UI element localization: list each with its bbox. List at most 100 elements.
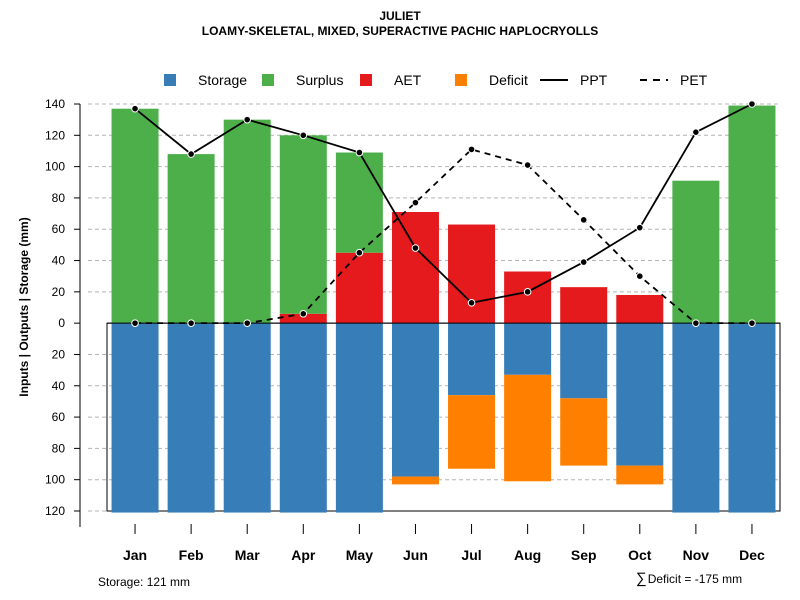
ppt-point: [523, 288, 532, 296]
surplus-bar: [728, 105, 776, 324]
deficit-bar: [560, 398, 608, 466]
bars: [106, 105, 781, 513]
surplus-bar: [223, 119, 271, 324]
storage-bar: [111, 323, 159, 513]
pet-point: [748, 319, 756, 327]
x-tick-label: Mar: [235, 547, 260, 563]
legend-item-pet: PET: [640, 72, 708, 88]
y-tick-label: 60: [52, 222, 66, 236]
pet-point: [579, 216, 588, 224]
pet-point: [299, 309, 308, 318]
aet-bar: [391, 212, 439, 324]
deficit-legend-label: Deficit: [489, 72, 528, 88]
pet-point: [187, 319, 195, 327]
pet-legend-label: PET: [680, 72, 708, 88]
storage-bar: [335, 323, 383, 513]
storage-bar: [560, 323, 608, 399]
aet-legend-label: AET: [394, 72, 422, 88]
aet-bar: [560, 287, 608, 324]
ppt-point: [635, 223, 644, 232]
ppt-point: [299, 131, 308, 140]
x-tick-label: Nov: [683, 547, 710, 563]
ppt-point: [243, 115, 252, 124]
deficit-legend-swatch: [455, 74, 467, 86]
pet-line: [135, 148, 752, 325]
chart-title: JULIET: [379, 9, 421, 23]
deficit-bar: [448, 395, 496, 469]
pet-point: [523, 161, 532, 169]
y-tick-label: 0: [58, 316, 65, 330]
deficit-bar: [391, 476, 439, 485]
legend-item-deficit: Deficit: [455, 72, 528, 88]
ppt-line: [134, 103, 753, 304]
legend-item-storage: Storage: [164, 72, 247, 88]
storage-bar: [167, 323, 215, 513]
pet-point: [467, 145, 476, 154]
y-tick-label: 20: [52, 285, 66, 299]
y-tick-label: 60: [52, 410, 66, 424]
deficit-bar: [504, 374, 552, 482]
surplus-bar: [111, 108, 159, 324]
x-tick-label: Sep: [571, 547, 597, 563]
deficit-bar: [616, 465, 664, 485]
aet-legend-swatch: [360, 74, 372, 86]
legend-item-ppt: PPT: [540, 72, 608, 88]
series-lines: [131, 100, 756, 327]
storage-bar: [223, 323, 271, 513]
storage-bar: [504, 323, 552, 375]
y-tick-label: 120: [45, 128, 65, 142]
x-tick-label: Jan: [123, 547, 147, 563]
surplus-bar: [279, 135, 327, 314]
storage-bar: [728, 323, 776, 513]
ppt-legend-label: PPT: [580, 72, 608, 88]
surplus-legend-label: Surplus: [296, 72, 343, 88]
storage-legend-label: Storage: [198, 72, 247, 88]
x-tick-label: Dec: [739, 547, 765, 563]
sigma-icon: ∑: [636, 570, 647, 587]
pet-point: [411, 198, 420, 207]
ppt-point: [467, 299, 476, 307]
pet-point: [131, 319, 139, 327]
y-tick-label: 40: [52, 379, 66, 393]
legend-item-aet: AET: [360, 72, 422, 88]
deficit-summary-text: Deficit = -175 mm: [647, 572, 743, 586]
x-tick-label: May: [346, 547, 373, 563]
storage-bar: [391, 323, 439, 477]
aet-bar: [504, 271, 552, 324]
y-axis-label: Inputs | Outputs | Storage (mm): [17, 217, 31, 396]
ppt-point: [579, 258, 588, 266]
chart-subtitle: LOAMY-SKELETAL, MIXED, SUPERACTIVE PACHI…: [201, 24, 599, 38]
aet-bar: [335, 252, 383, 324]
storage-bar: [448, 323, 496, 396]
x-tick-label: Oct: [628, 547, 652, 563]
y-tick-label: 100: [45, 160, 65, 174]
storage-bar: [279, 323, 327, 513]
surplus-legend-swatch: [262, 74, 274, 86]
x-tick-label: Jun: [403, 547, 428, 563]
surplus-bar: [167, 154, 215, 324]
aet-bar: [616, 294, 664, 324]
y-tick-label: 20: [52, 347, 66, 361]
pet-point: [243, 319, 252, 327]
storage-legend-swatch: [164, 74, 176, 86]
ppt-point: [692, 128, 700, 136]
aet-bar: [448, 224, 496, 324]
storage-bar: [672, 323, 720, 513]
x-tick-label: Aug: [514, 547, 541, 563]
aet-bar: [279, 313, 327, 324]
y-tick-label: 80: [52, 441, 66, 455]
y-tick-label: 100: [45, 473, 65, 487]
ppt-point: [355, 148, 364, 157]
x-tick-label: Apr: [291, 547, 316, 563]
x-tick-label: Feb: [179, 547, 204, 563]
legend-item-surplus: Surplus: [262, 72, 343, 88]
surplus-bar: [672, 180, 720, 324]
y-tick-label: 40: [52, 254, 66, 268]
legend: Storage Surplus AET Deficit PPT PET: [164, 72, 708, 88]
ppt-point: [748, 100, 756, 108]
deficit-summary: ∑Deficit = -175 mm: [636, 570, 742, 587]
storage-summary: Storage: 121 mm: [98, 575, 191, 589]
pet-point: [635, 272, 644, 280]
